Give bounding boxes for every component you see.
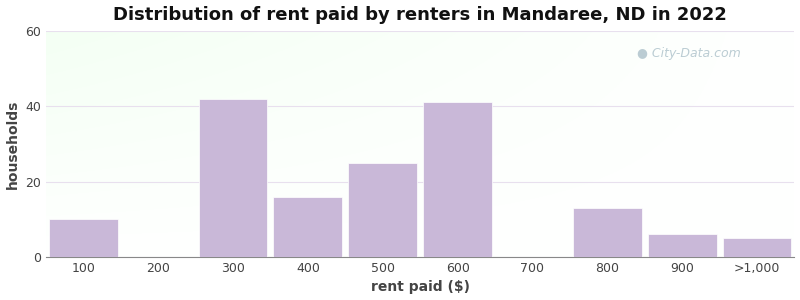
Bar bbox=[722, 238, 791, 257]
Bar bbox=[648, 234, 717, 257]
Bar bbox=[573, 208, 642, 257]
Y-axis label: households: households bbox=[6, 99, 19, 188]
Text: ● City-Data.com: ● City-Data.com bbox=[638, 46, 741, 59]
Bar bbox=[49, 219, 118, 257]
Bar bbox=[348, 163, 417, 257]
Title: Distribution of rent paid by renters in Mandaree, ND in 2022: Distribution of rent paid by renters in … bbox=[114, 6, 727, 24]
X-axis label: rent paid ($): rent paid ($) bbox=[370, 280, 470, 294]
Bar bbox=[423, 102, 492, 257]
Bar bbox=[274, 197, 342, 257]
Bar bbox=[198, 99, 267, 257]
